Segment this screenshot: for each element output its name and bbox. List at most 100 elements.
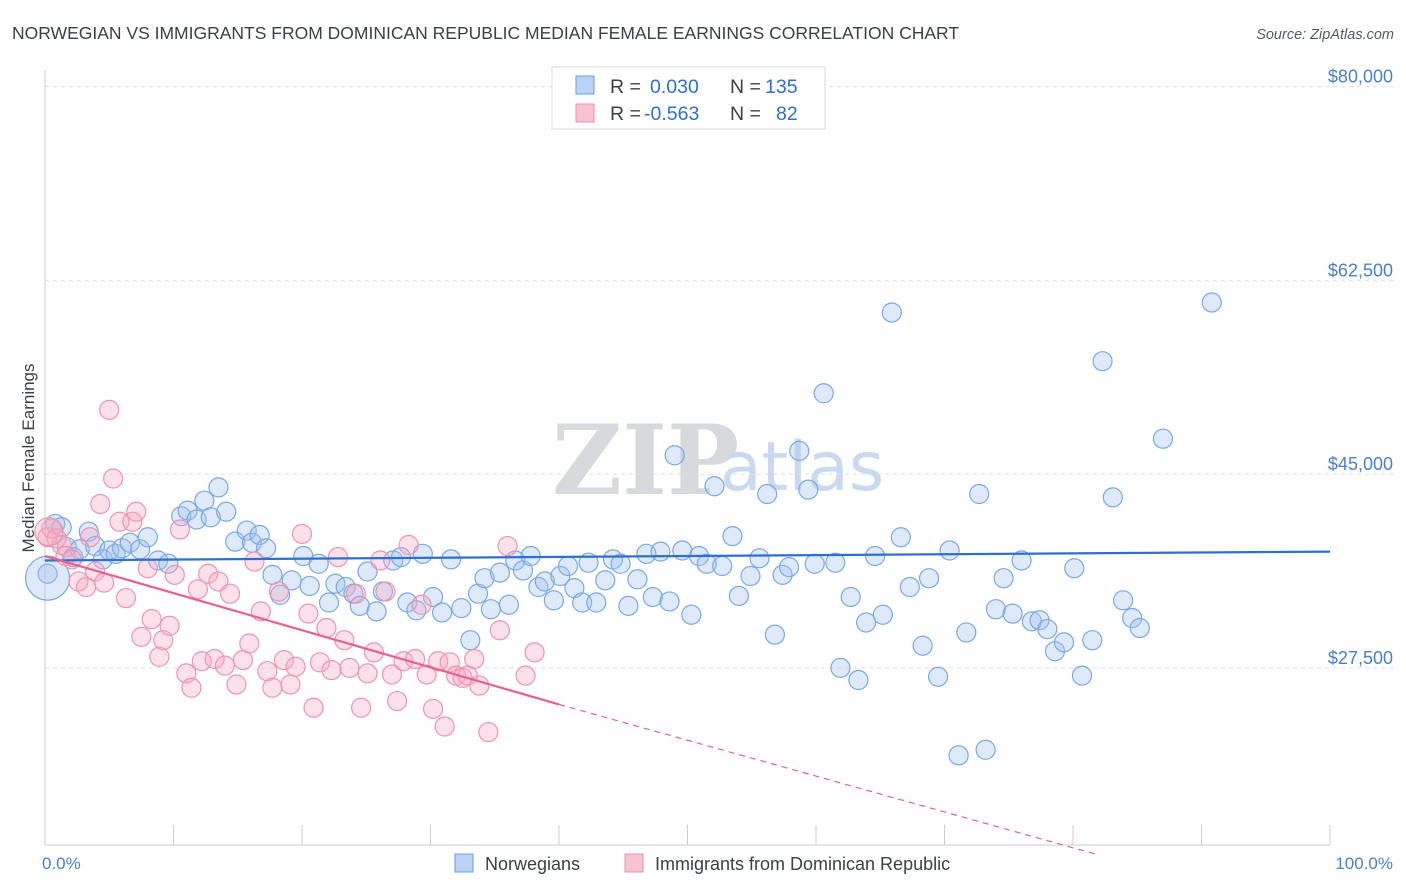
dominican-point-1 [41,518,62,539]
norwegians-point-54 [474,568,495,589]
dominican-point-77 [478,721,499,743]
dominican-point-34 [219,583,241,604]
axes [44,70,1331,846]
norwegians-point-93 [778,557,800,578]
norwegians-point-51 [451,597,472,619]
legend-bottom-swatch-dominican [624,853,644,873]
trend-line-norwegians [44,550,1331,562]
norwegians-point-33 [299,575,320,597]
norwegians-point-14 [137,527,158,548]
dominican-point-13 [103,468,124,489]
legend-n-value-dominican: 82 [776,103,798,125]
norwegians-point-52 [460,630,481,651]
norwegians-point-40 [357,561,378,582]
norwegians-point-130 [1113,590,1134,611]
dominican-point-64 [398,534,419,556]
dominican-point-66 [411,594,432,615]
legend-n-label-norwegians: N = [730,76,761,98]
norwegians-point-116 [985,599,1007,620]
norwegians-point-84 [704,476,725,497]
trend-line-dominican-extension [558,703,1099,856]
legend-bottom-label-norwegians: Norwegians [485,854,580,874]
watermark: ZIP atlas [552,404,884,517]
dominican-point-52 [327,547,349,568]
norwegians-point-85 [712,555,733,577]
legend-bottom: Norwegians Immigrants from Dominican Rep… [454,853,950,874]
legend-top-box [551,66,826,130]
norwegians-point-28 [255,538,277,559]
dominican-point-70 [434,716,455,737]
dominican-point-61 [381,664,403,685]
dominican-point-19 [137,558,158,579]
legend-swatch-dominican [575,103,595,123]
legend-n-value-norwegians: 135 [765,76,798,98]
norwegians-point-63 [543,590,564,611]
norwegians-point-131 [1122,607,1143,629]
dominican-point-29 [191,651,212,672]
dominican-point-38 [244,551,265,572]
dominican-point-44 [280,674,301,695]
norwegians-point-12 [119,532,140,553]
norwegians-point-104 [872,604,893,625]
norwegians-point-107 [899,576,920,598]
norwegians-point-21 [200,507,221,528]
norwegians-point-133 [1152,428,1174,449]
norwegians-point-88 [740,565,761,587]
dominican-point-79 [497,535,518,557]
legend-r-label-dominican: R = [610,103,641,125]
norwegians-point-125 [1064,558,1085,579]
norwegians-point-95 [798,479,819,500]
dominican-point-31 [204,648,225,670]
norwegians-point-31 [281,570,302,591]
dominican-point-62 [386,690,408,712]
norwegians-point-98 [825,552,846,573]
norwegians-point-118 [1002,603,1023,624]
norwegians-point-34 [308,553,329,574]
dominican-point-45 [285,656,306,677]
dominican-point-54 [339,657,360,678]
dominican-point-18 [131,626,152,647]
y-tick-label-0: $27,500 [1328,648,1393,668]
norwegians-point-132 [1129,617,1150,639]
dominican-point-37 [239,633,260,654]
norwegians-point-70 [595,570,616,591]
norwegians-point-78 [659,591,680,612]
dominican-point-81 [524,642,545,663]
legend-r-value-dominican: -0.563 [644,103,699,125]
norwegians-point-87 [728,585,750,606]
norwegians-point-49 [431,602,453,623]
norwegians-point-113 [956,622,977,643]
dominican-point-59 [370,550,391,571]
dominican-point-24 [164,564,185,585]
norwegians-point-102 [856,612,877,633]
dominican-point-20 [141,609,162,630]
y-tick-label-2: $62,500 [1328,260,1393,280]
norwegians-point-119 [1011,550,1032,571]
chart-title: NORWEGIAN VS IMMIGRANTS FROM DOMINICAN R… [12,23,959,43]
watermark-zip: ZIP [552,404,739,517]
norwegians-point-129 [1102,487,1123,508]
x-tick-label-0: 0.0% [42,854,81,873]
dominican-point-10 [90,493,111,515]
dominican-point-35 [226,674,247,695]
chart-source: Source: ZipAtlas.com [1256,27,1394,43]
dominican-point-78 [489,620,510,641]
norwegians-point-22 [208,477,229,498]
norwegians-point-41 [366,601,387,622]
norwegians-point-76 [642,586,663,608]
legend-n-label-dominican: N = [730,103,761,125]
legend-swatch-norwegians [575,75,595,95]
dominican-point-12 [99,399,120,420]
dominican-point-28 [187,579,209,600]
dominican-point-27 [181,677,202,698]
norwegians-point-48 [422,586,444,608]
norwegians-point-25 [236,520,257,541]
dominican-point-57 [357,663,378,684]
dominican-point-33 [214,655,235,676]
norwegians-point-112 [948,745,969,766]
norwegians-point-23 [216,501,237,522]
dominican-point-25 [169,519,191,540]
norwegians-point-128 [1092,351,1113,372]
legend-top: R = 0.030 N = 135 R = -0.563 N = 82 [551,66,826,130]
